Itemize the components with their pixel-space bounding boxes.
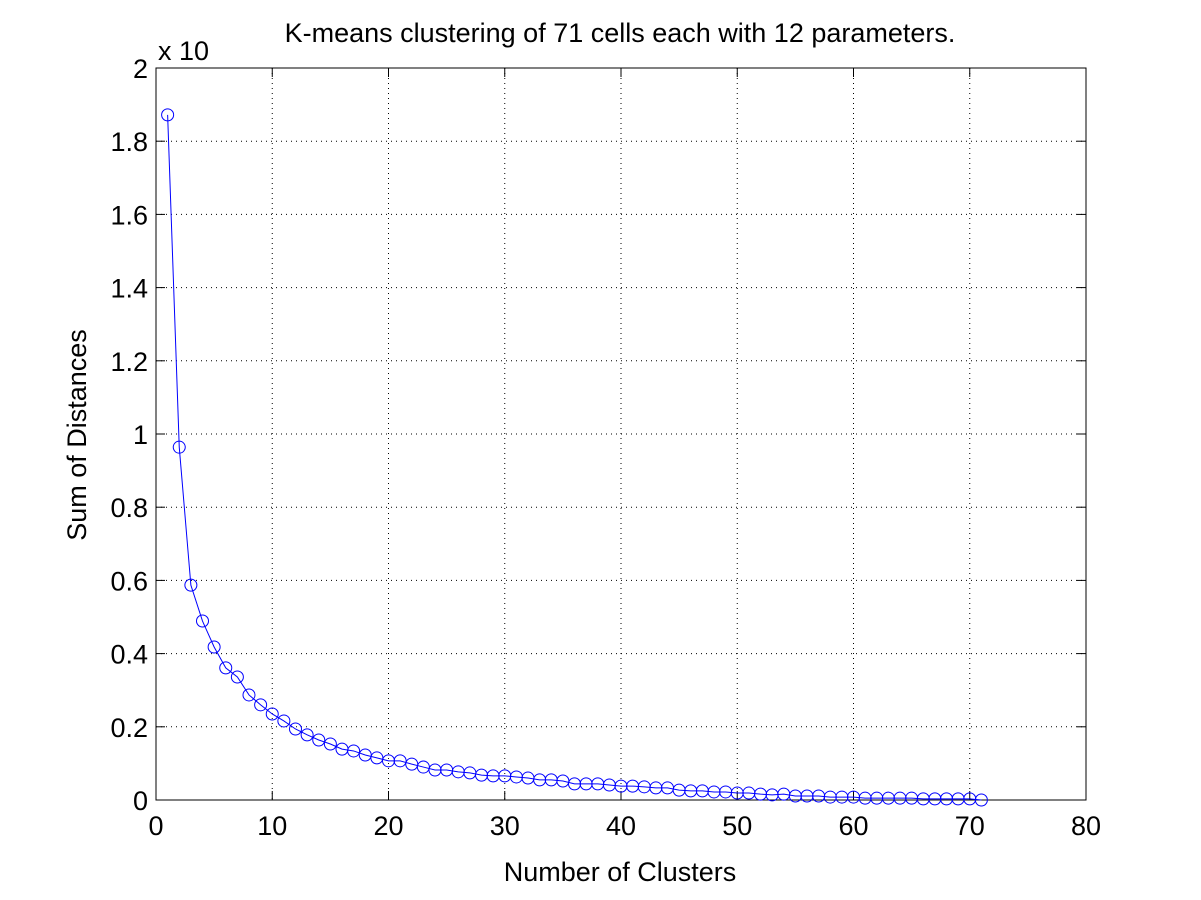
data-point	[254, 698, 268, 712]
x-tick-label: 30	[490, 811, 520, 841]
data-point	[277, 714, 291, 728]
x-tick-label: 50	[722, 811, 752, 841]
x-tick-label: 10	[257, 811, 287, 841]
data-point	[184, 578, 198, 592]
y-tick-label: 1	[133, 420, 148, 450]
data-point	[265, 707, 279, 721]
y-tick-label: 0.6	[110, 566, 148, 596]
chart-title: K-means clustering of 71 cells each with…	[285, 18, 956, 48]
data-point	[219, 661, 233, 675]
y-axis-label: Sum of Distances	[62, 329, 92, 541]
x-tick-label: 0	[148, 811, 163, 841]
series-line	[167, 114, 982, 801]
y-tick-label: 1.4	[110, 274, 148, 304]
y-multiplier-label: x 10	[158, 36, 209, 66]
x-axis-label: Number of Clusters	[504, 857, 737, 887]
data-point	[347, 744, 361, 758]
data-point	[393, 754, 407, 768]
plot-frame	[155, 67, 1087, 801]
data-point	[242, 688, 256, 702]
data-point	[230, 670, 244, 684]
x-tick-label: 80	[1071, 811, 1101, 841]
grid	[156, 68, 1086, 800]
y-tick-label: 0	[133, 786, 148, 816]
data-point	[974, 793, 988, 807]
data-point	[207, 640, 221, 654]
x-tick-label: 20	[373, 811, 403, 841]
data-point	[172, 440, 186, 454]
data-point	[289, 722, 302, 736]
data-point	[161, 108, 175, 122]
y-tick-label: 1.6	[110, 200, 148, 230]
series	[161, 108, 988, 807]
x-tick-label: 60	[838, 811, 868, 841]
data-point	[312, 733, 326, 747]
y-tick-label: 2	[133, 54, 148, 84]
y-tick-labels: 0 0.2 0.4 0.6 0.8 1 1.2 1.4 1.6 1.8 2	[110, 54, 148, 816]
y-tick-label: 0.2	[110, 713, 148, 743]
y-tick-label: 1.2	[110, 347, 148, 377]
data-point	[300, 728, 314, 742]
x-tick-label: 70	[955, 811, 985, 841]
y-tick-label: 0.4	[110, 640, 148, 670]
x-tick-labels: 0 10 20 30 40 50 60 70 80	[148, 811, 1101, 841]
y-tick-label: 0.8	[110, 493, 148, 523]
data-point	[196, 614, 209, 628]
data-point	[323, 737, 337, 751]
x-tick-label: 40	[606, 811, 636, 841]
y-tick-label: 1.8	[110, 127, 148, 157]
